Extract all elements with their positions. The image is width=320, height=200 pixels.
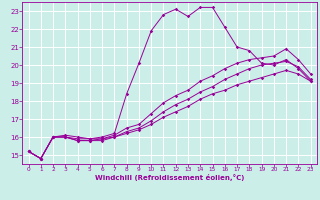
X-axis label: Windchill (Refroidissement éolien,°C): Windchill (Refroidissement éolien,°C) — [95, 174, 244, 181]
